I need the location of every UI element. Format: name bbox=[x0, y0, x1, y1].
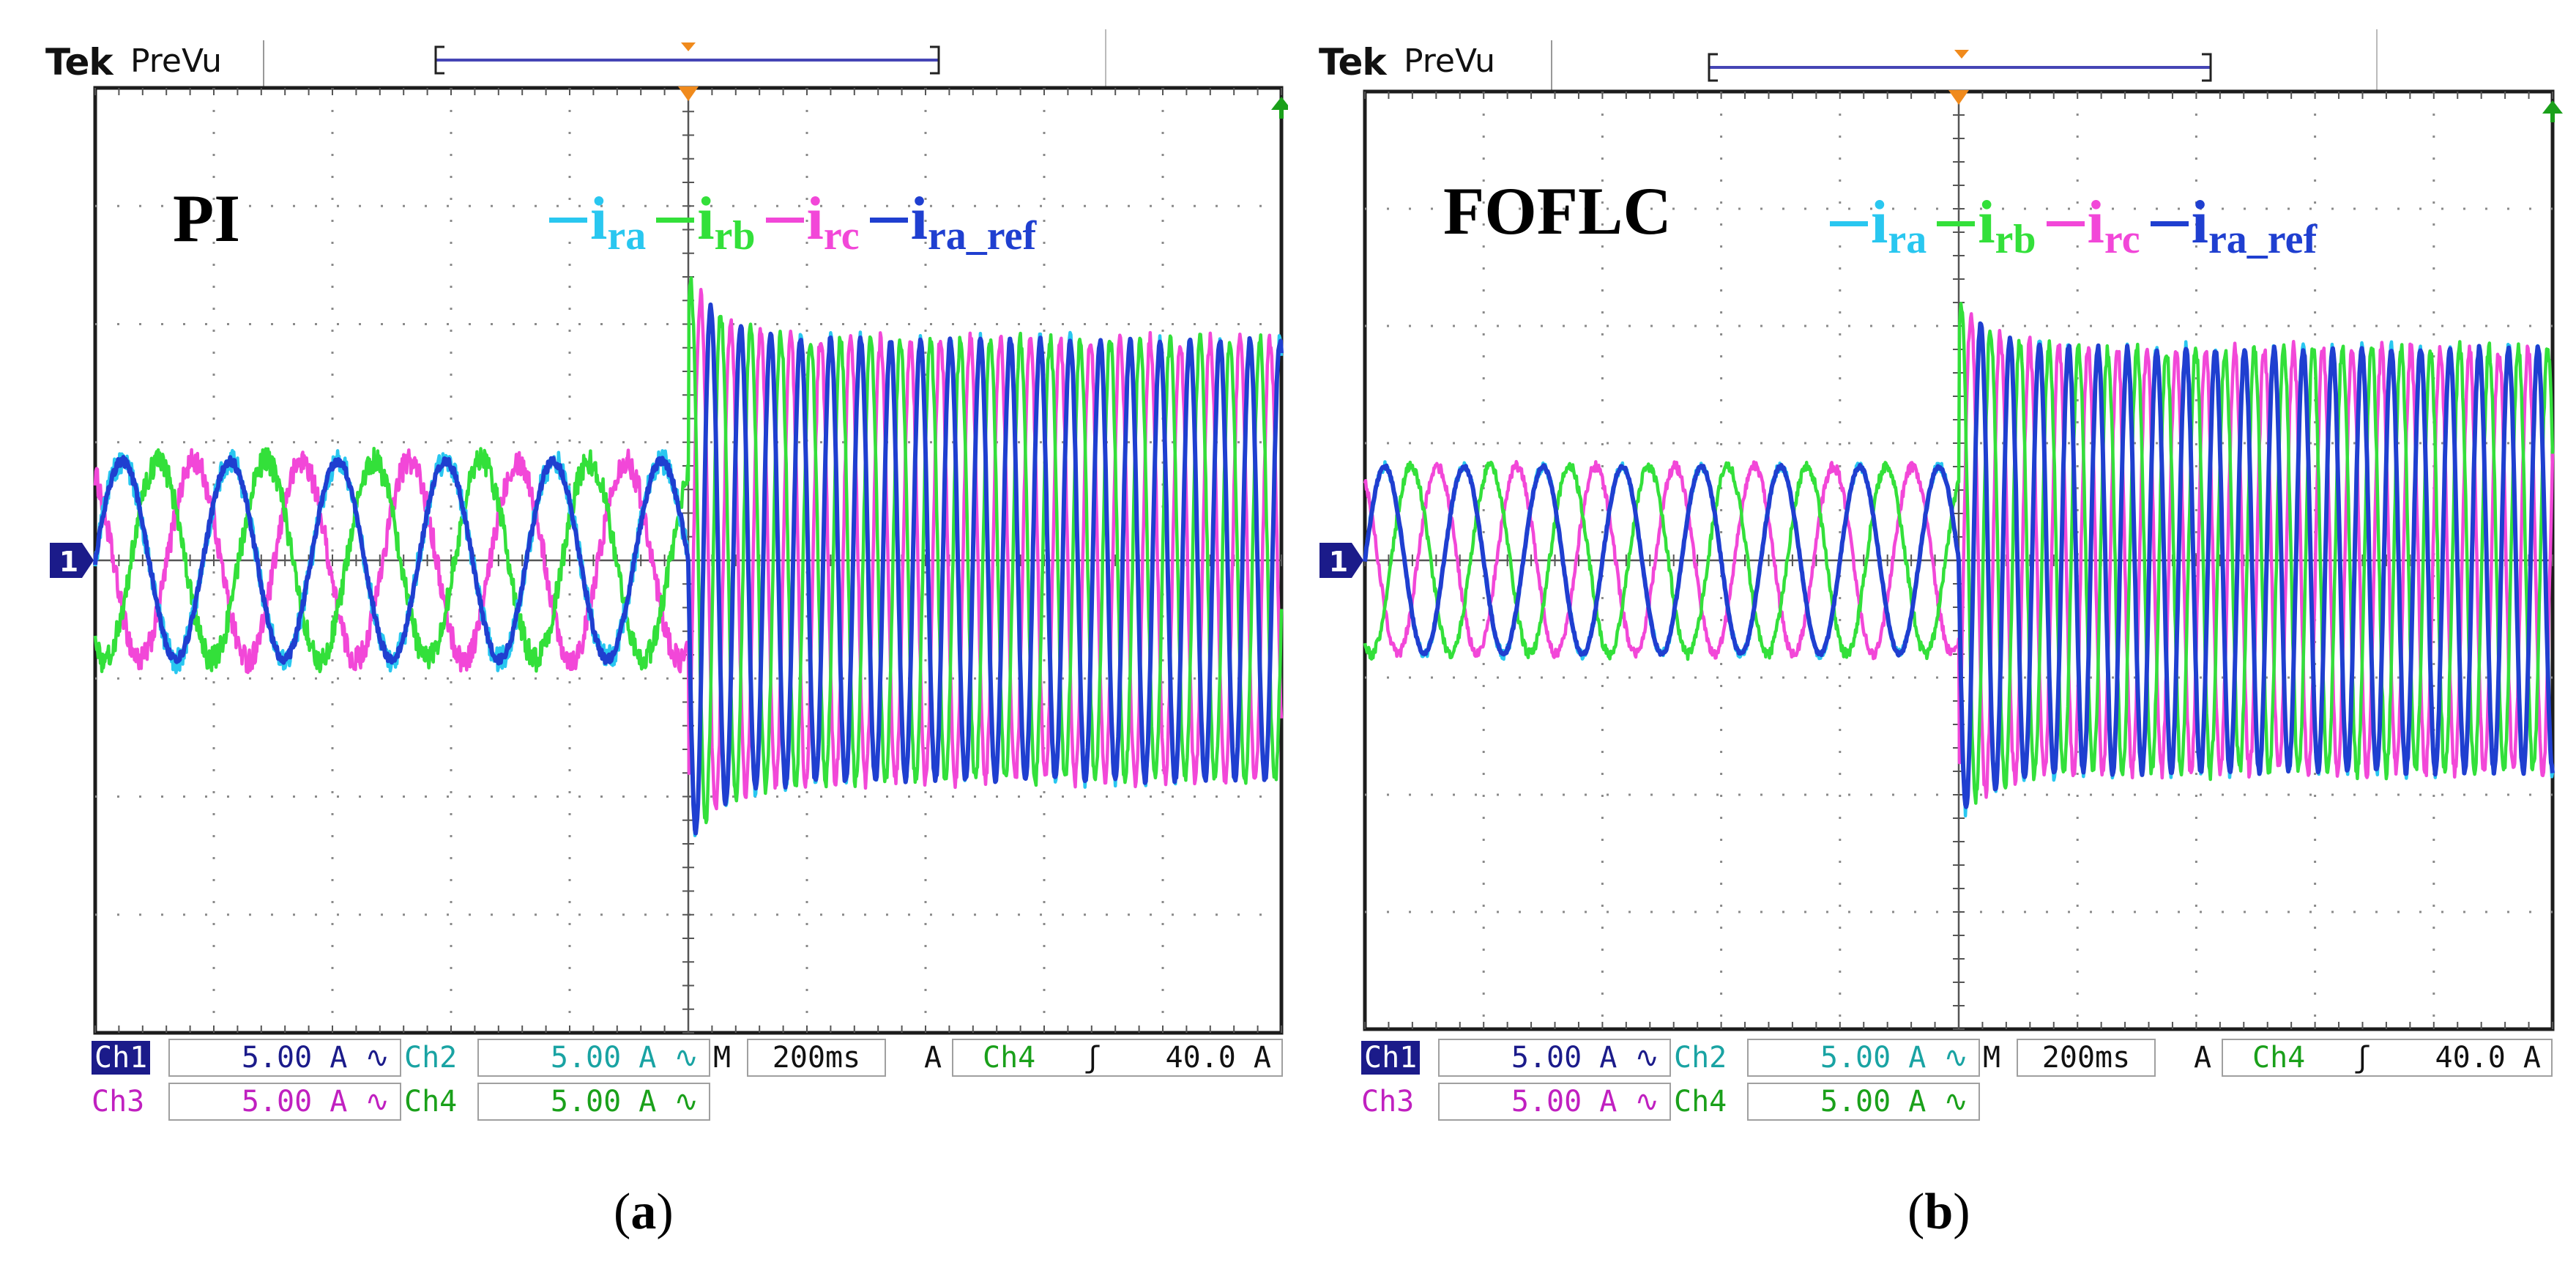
ch1-ground-marker-label: 1 bbox=[1329, 546, 1348, 578]
ch4-label: Ch4 bbox=[1674, 1085, 1727, 1119]
ch1-scale: 5.00 A ∿ bbox=[168, 1039, 401, 1077]
tek-brand: Tek bbox=[45, 41, 113, 84]
legend-item-ira: ira bbox=[1830, 187, 1927, 263]
plot-title: PI bbox=[173, 181, 240, 256]
plot-title: FOFLC bbox=[1443, 174, 1672, 248]
trigger-position-marker bbox=[1948, 90, 1969, 105]
caption-a: (a) bbox=[614, 1184, 674, 1240]
ch1-label: Ch1 bbox=[1361, 1039, 1421, 1077]
timebase-m-label: M bbox=[713, 1041, 732, 1075]
scope-screen-b: 1 bbox=[1319, 29, 2563, 1031]
legend-item-irb: irb bbox=[656, 183, 756, 259]
ch1-label: Ch1 bbox=[92, 1039, 151, 1077]
record-bracket-right bbox=[2202, 53, 2212, 82]
trigger-level-arrow bbox=[1271, 97, 1288, 119]
waveform-rb bbox=[1363, 302, 2555, 805]
legend: ira irb irc ira_ref bbox=[549, 183, 1046, 259]
prevu-label: PreVu bbox=[1404, 42, 1495, 80]
timebase-m-label: M bbox=[1983, 1041, 2001, 1075]
legend-item-ira: ira bbox=[549, 183, 646, 259]
scope-screen-a: 1 bbox=[50, 29, 1288, 1035]
scope-panel-b: 1 Tek PreVu FOFLC ira irb irc ira_ref Ch1 5… bbox=[1288, 0, 2576, 1276]
ch2-scale: 5.00 A ∿ bbox=[477, 1039, 710, 1077]
legend-item-irc: irc bbox=[765, 183, 860, 259]
ch3-scale: 5.00 A ∿ bbox=[1438, 1083, 1671, 1121]
record-bracket-left bbox=[434, 45, 444, 75]
trigger-readout: Ch4 ʃ 40.0 A bbox=[952, 1039, 1283, 1077]
waveform-rb bbox=[93, 276, 1284, 825]
timebase-value: 200ms bbox=[2017, 1039, 2156, 1077]
ch1-ground-marker-label: 1 bbox=[59, 546, 78, 578]
record-bracket-left bbox=[1708, 53, 1718, 82]
legend-item-irc: irc bbox=[2046, 187, 2140, 263]
ch1-ground-marker bbox=[1319, 543, 1363, 578]
record-bracket-right bbox=[930, 45, 940, 75]
ch4-scale: 5.00 A ∿ bbox=[477, 1083, 710, 1121]
scope-panel-a: 1 Tek PreVu PI ira irb irc ira_ref Ch1 5.00… bbox=[45, 29, 1288, 1240]
ch4-scale: 5.00 A ∿ bbox=[1747, 1083, 1980, 1121]
trigger-a-label: A bbox=[924, 1041, 942, 1075]
timebase-value: 200ms bbox=[747, 1039, 886, 1077]
trigger-readout: Ch4 ʃ 40.0 A bbox=[2222, 1039, 2553, 1077]
ch3-label: Ch3 bbox=[92, 1085, 145, 1119]
ch2-label: Ch2 bbox=[404, 1041, 458, 1075]
record-trigger-marker bbox=[1954, 50, 1969, 59]
waveform-ra-ref bbox=[1363, 321, 2555, 809]
legend-item-ira-ref: ira_ref bbox=[869, 183, 1036, 259]
record-trigger-marker bbox=[681, 42, 696, 51]
ch1-scale: 5.00 A ∿ bbox=[1438, 1039, 1671, 1077]
trigger-position-marker bbox=[678, 86, 699, 101]
ch4-label: Ch4 bbox=[404, 1085, 458, 1119]
caption-b: (b) bbox=[1907, 1184, 1970, 1240]
ch2-scale: 5.00 A ∿ bbox=[1747, 1039, 1980, 1077]
ch3-label: Ch3 bbox=[1361, 1085, 1415, 1119]
ch2-label: Ch2 bbox=[1674, 1041, 1727, 1075]
legend-item-ira-ref: ira_ref bbox=[2150, 187, 2317, 263]
ch3-scale: 5.00 A ∿ bbox=[168, 1083, 401, 1121]
legend-item-irb: irb bbox=[1937, 187, 2036, 263]
legend: ira irb irc ira_ref bbox=[1830, 187, 2327, 263]
ch1-ground-marker bbox=[50, 543, 94, 578]
tek-brand: Tek bbox=[1319, 41, 1387, 84]
trigger-level-arrow bbox=[2542, 100, 2563, 122]
prevu-label: PreVu bbox=[130, 42, 222, 80]
waveform-ra-ref bbox=[93, 303, 1284, 836]
trigger-a-label: A bbox=[2194, 1041, 2212, 1075]
